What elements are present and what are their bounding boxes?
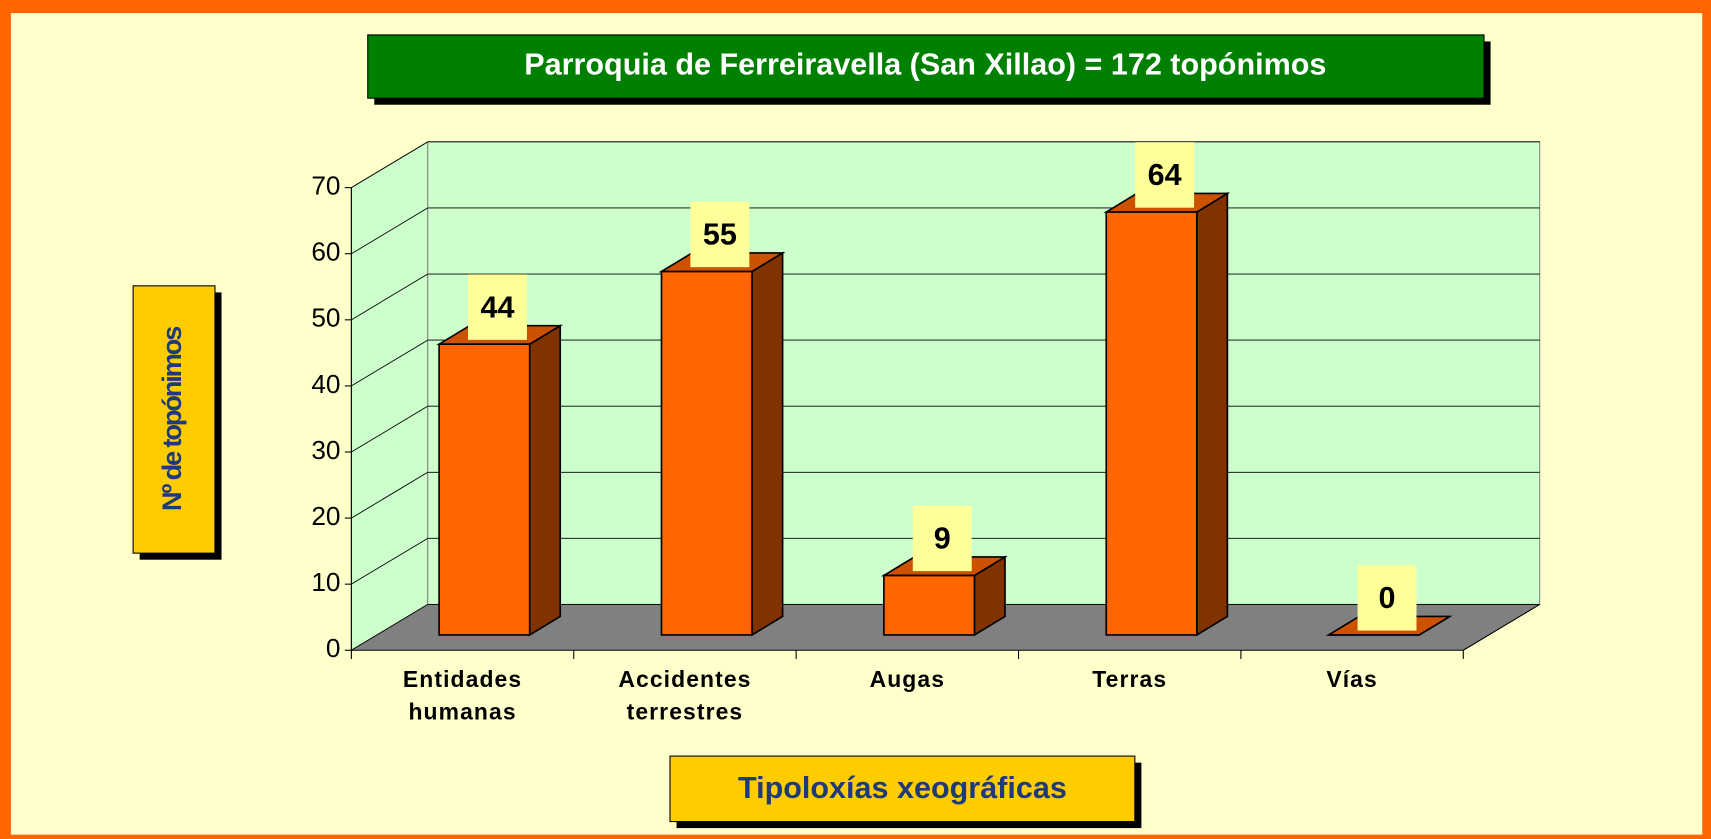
grid-line (351, 537, 428, 585)
x-axis-depth (1463, 603, 1540, 651)
bar-face (1105, 211, 1198, 636)
y-tick-label: 20 (311, 501, 340, 531)
value-label-box (468, 274, 527, 340)
bar (658, 251, 786, 637)
grid-line (351, 604, 428, 651)
bar-face (438, 343, 531, 636)
grid-line (351, 405, 428, 453)
y-tick-label: 60 (311, 237, 340, 267)
grid-line (351, 141, 428, 189)
value-label-box (690, 201, 750, 268)
bar-face (1196, 192, 1229, 637)
y-tick-label: 10 (311, 567, 340, 597)
y-axis-label: Nº de topónimos (156, 326, 187, 511)
value-label: 0 (1379, 581, 1396, 615)
bar (1103, 192, 1231, 637)
x-label-box (669, 755, 1136, 823)
side-wall (350, 140, 429, 652)
value-label: 44 (480, 290, 514, 324)
value-label-box (1135, 142, 1195, 208)
chart-title: Parroquia de Ferreiravella (San Xillao) … (524, 48, 1326, 82)
x-tick-label: Terras (1092, 666, 1167, 692)
y-label-box (132, 285, 216, 554)
bar-face (751, 251, 784, 637)
x-tick-label: Augas (870, 666, 945, 692)
x-axis-label: Tipoloxías xeográficas (738, 771, 1067, 805)
grid-line (351, 471, 428, 519)
bar (436, 324, 564, 637)
x-tick-label: Accidentes terrestres (618, 666, 751, 725)
y-tick-label: 50 (311, 303, 340, 333)
value-label: 64 (1148, 158, 1182, 192)
value-label: 9 (934, 522, 951, 556)
x-tick-label: Entidades humanas (403, 666, 522, 725)
value-label-box (1357, 565, 1417, 631)
value-label-box (912, 505, 972, 572)
title-box (367, 34, 1485, 99)
grid-line (351, 273, 428, 321)
bar-face (528, 324, 562, 637)
y-tick-label: 40 (311, 369, 340, 399)
grid-line (351, 339, 428, 387)
y-tick-label: 70 (311, 171, 340, 201)
value-label: 55 (703, 218, 737, 252)
y-tick-label: 0 (326, 633, 341, 663)
bar-face (883, 574, 976, 636)
x-tick-label: Vías (1326, 666, 1378, 692)
y-tick-label: 30 (311, 435, 340, 465)
grid-line (351, 207, 428, 255)
back-wall (427, 141, 1541, 605)
bar-face (660, 270, 753, 636)
